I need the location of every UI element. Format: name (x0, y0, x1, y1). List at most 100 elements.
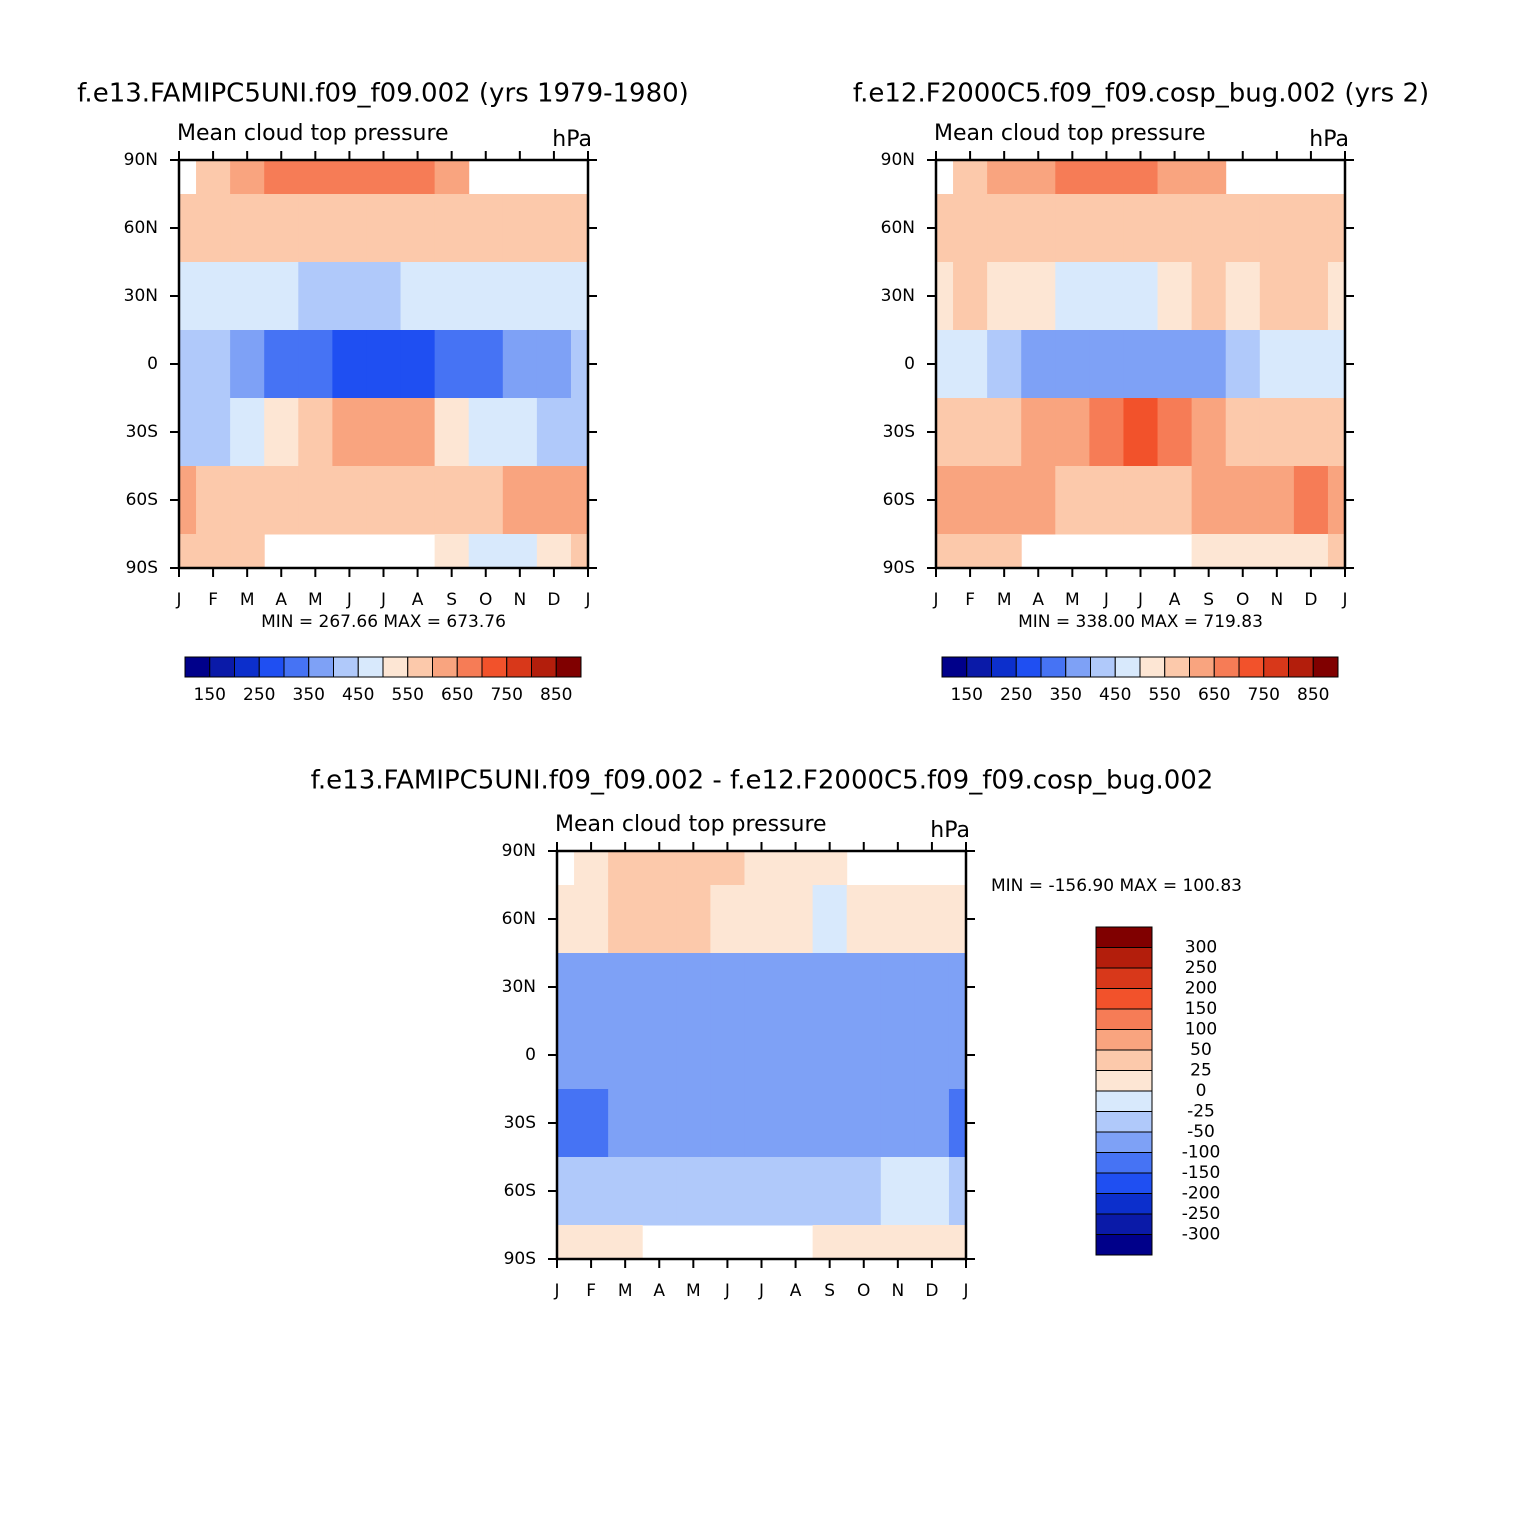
contour-cell (1191, 466, 1227, 535)
contour-cell (536, 398, 572, 467)
contour-cell (914, 1225, 950, 1260)
contour-cell (570, 466, 589, 535)
colorbar-box (966, 656, 992, 678)
colorbar-box (1015, 656, 1042, 678)
contour-cell (1327, 262, 1346, 331)
contour-cell (1089, 330, 1124, 399)
contour-cell (1293, 194, 1329, 263)
contour-cell (710, 851, 745, 886)
contour-cell (434, 330, 470, 399)
colorbar-label: 50 (1190, 1040, 1212, 1060)
colorbar-label: 25 (1190, 1061, 1212, 1081)
x-tick-label: J (962, 1281, 968, 1301)
contour-cell (676, 1157, 711, 1226)
colorbar-label: 450 (342, 685, 374, 705)
contour-cell (608, 851, 643, 886)
contour-cell (1259, 330, 1295, 399)
contour-cell (1055, 160, 1090, 195)
contour-cell (502, 398, 538, 467)
contour-cell (400, 160, 436, 195)
contour-cell (1021, 194, 1056, 263)
colorbar-box (258, 656, 285, 678)
colorbar-box (1095, 1193, 1153, 1215)
y-tick-label: 90N (124, 150, 158, 170)
contour-cell (1123, 194, 1159, 263)
contour-cell (812, 885, 848, 954)
colorbar-box (941, 656, 968, 678)
subtitle-left: Mean cloud top pressure (555, 812, 827, 837)
subtitle-left: Mean cloud top pressure (934, 121, 1206, 146)
contour-cell (1259, 466, 1295, 535)
subtitle-left: Mean cloud top pressure (177, 121, 449, 146)
colorbar-box (1095, 1090, 1153, 1112)
contour-cell (778, 1021, 814, 1090)
contour-cell (196, 398, 231, 467)
contour-cell (608, 1089, 643, 1158)
colorbar-label: 100 (1185, 1020, 1217, 1040)
contour-cell (744, 1021, 780, 1090)
contour-cell (936, 194, 954, 263)
contour-cell (468, 330, 504, 399)
contour-cell (557, 1089, 575, 1158)
colorbar-label: 750 (491, 685, 523, 705)
contour-cell (812, 1021, 848, 1090)
contour-cell (953, 194, 988, 263)
colorbar-box (283, 656, 310, 678)
y-tick-label: 30S (504, 1113, 536, 1133)
contour-cell (948, 1089, 967, 1158)
contour-cell (536, 330, 572, 399)
contour-cell (536, 194, 572, 263)
colorbar-box (1095, 947, 1153, 969)
contour-cell (434, 194, 470, 263)
colorbar-label: -300 (1182, 1225, 1221, 1245)
colorbar-box (1090, 656, 1116, 678)
contour-cell (914, 1021, 950, 1090)
y-tick-label: 60N (124, 218, 158, 238)
contour-cell (880, 1157, 916, 1226)
colorbar-box (1095, 988, 1153, 1010)
colorbar-label: 150 (194, 685, 226, 705)
contour-cell (744, 953, 780, 1022)
contour-cell (710, 953, 745, 1022)
contour-cell (880, 1021, 916, 1090)
colorbar-box (184, 656, 211, 678)
contour-cell (948, 953, 967, 1022)
contour-cell (1191, 262, 1227, 331)
contour-cell (574, 1089, 609, 1158)
x-tick-label: A (653, 1281, 665, 1301)
x-tick-label: D (925, 1281, 938, 1301)
contour-cell (812, 953, 848, 1022)
x-tick-label: J (724, 1281, 730, 1301)
contour-cell (744, 851, 780, 886)
contour-cell (434, 466, 470, 535)
contour-cell (264, 398, 299, 467)
contour-cell (1055, 330, 1090, 399)
y-tick-label: 90S (126, 558, 158, 578)
contour-cell (710, 885, 745, 954)
contour-cell (332, 160, 367, 195)
contour-cell (468, 534, 504, 569)
contour-cell (298, 330, 333, 399)
contour-cell (1191, 534, 1227, 569)
contour-cell (608, 953, 643, 1022)
contour-cell (574, 1225, 609, 1260)
colorbar-box (1139, 656, 1166, 678)
min-max: MIN = 267.66 MAX = 673.76 (261, 612, 506, 632)
y-tick-label: 30S (883, 422, 915, 442)
contour-cell (642, 953, 677, 1022)
contour-cell (1259, 398, 1295, 467)
contour-cell (778, 953, 814, 1022)
contour-cell (179, 534, 197, 569)
contour-cell (332, 194, 367, 263)
colorbar-box (382, 656, 409, 678)
colorbar-box (1095, 1213, 1153, 1235)
contour-cell (400, 194, 436, 263)
contour-cell (1021, 160, 1056, 195)
y-tick-label: 0 (904, 354, 915, 374)
y-tick-label: 90N (502, 841, 536, 861)
contour-cell (557, 885, 575, 954)
colorbar-box (456, 656, 483, 678)
x-tick-label: O (479, 590, 492, 610)
